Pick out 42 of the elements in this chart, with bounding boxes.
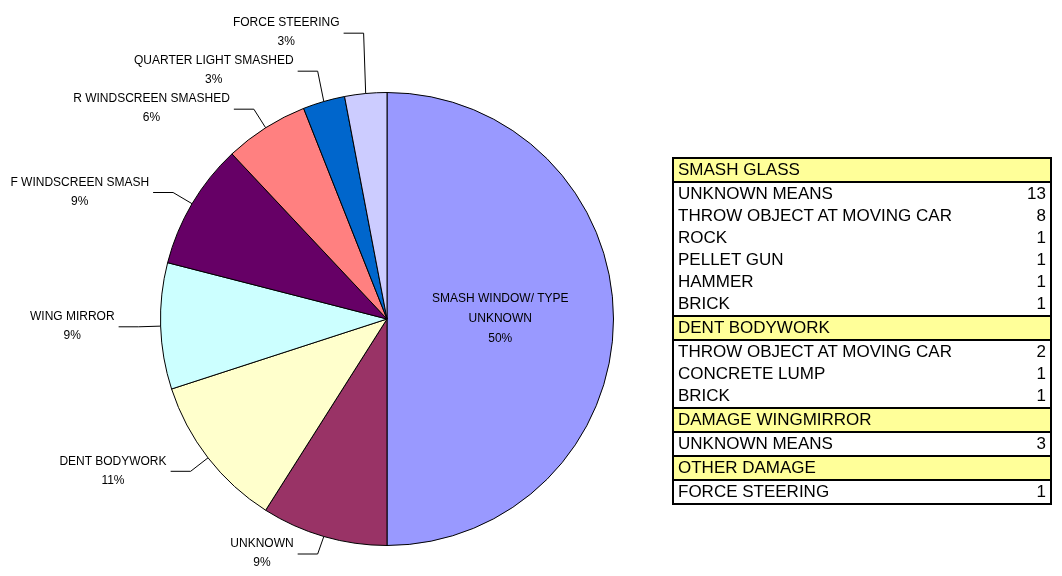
- slice-label: F WINDSCREEN SMASH: [10, 174, 150, 189]
- category-label: OTHER DAMAGE: [673, 456, 1018, 480]
- data-label: 9%: [253, 555, 272, 570]
- data-label: 1: [1035, 227, 1047, 249]
- category-label: CONCRETE LUMP: [677, 363, 827, 385]
- data-label: 6%: [142, 110, 161, 125]
- category-label: BRICK: [677, 385, 731, 407]
- data-label: 3%: [205, 72, 223, 87]
- category-label: PELLET GUN: [677, 249, 785, 271]
- slice-label: UNKNOWN: [230, 536, 294, 551]
- category-label: DENT BODYWORK: [673, 316, 1018, 340]
- slice-label: QUARTER LIGHT SMASHED: [133, 53, 294, 68]
- category-label: UNKNOWN MEANS: [677, 433, 834, 455]
- data-label: 9%: [71, 193, 89, 208]
- data-label: 50%: [488, 331, 513, 346]
- data-label: 13: [1026, 183, 1047, 205]
- slice-label: WING MIRROR: [29, 309, 115, 324]
- data-label: 1: [1035, 481, 1047, 503]
- data-label: 1: [1035, 271, 1047, 293]
- category-label: THROW OBJECT AT MOVING CAR: [677, 341, 953, 363]
- slice-label: FORCE STEERING: [232, 15, 340, 30]
- category-label: SMASH GLASS: [673, 158, 1018, 182]
- data-label: 3%: [277, 34, 296, 49]
- slice-label: DENT BODYWORK: [59, 453, 167, 468]
- data-label: 1: [1035, 249, 1047, 271]
- data-label: 1: [1035, 385, 1047, 407]
- data-label: 1: [1035, 293, 1047, 315]
- category-label: DAMAGE WINGMIRROR: [673, 408, 1018, 432]
- slice-label: R WINDSCREEN SMASHED: [73, 91, 231, 106]
- data-label: 8: [1035, 205, 1047, 227]
- category-label: BRICK: [677, 293, 731, 315]
- data-label: 9%: [63, 328, 82, 343]
- category-label: FORCE STEERING: [677, 481, 831, 503]
- data-label: 2: [1035, 341, 1047, 363]
- data-label: 11%: [101, 472, 125, 487]
- category-label: HAMMER: [677, 271, 755, 293]
- category-label: THROW OBJECT AT MOVING CAR: [677, 205, 953, 227]
- data-label: 3: [1035, 433, 1047, 455]
- category-label: UNKNOWN MEANS: [677, 183, 834, 205]
- data-label: 1: [1035, 363, 1047, 385]
- slice-label: SMASH WINDOW/ TYPE UNKNOWN: [432, 291, 569, 326]
- category-label: ROCK: [677, 227, 729, 249]
